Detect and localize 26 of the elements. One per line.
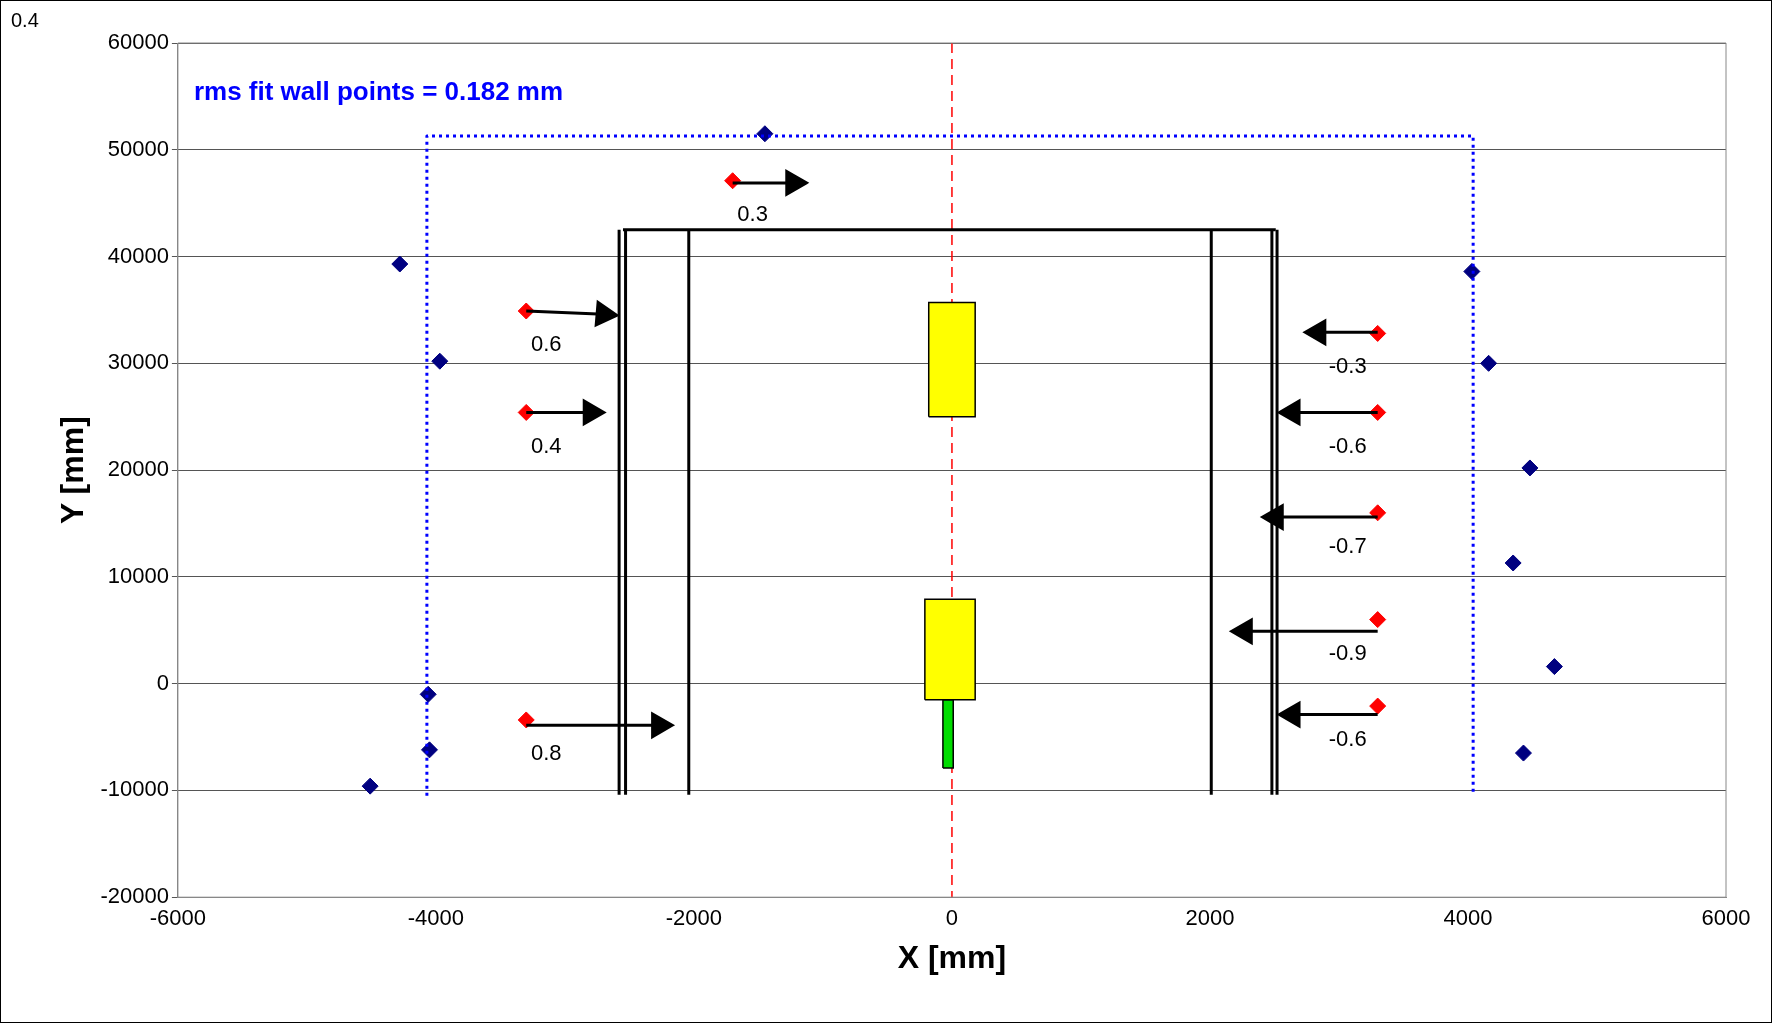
annotation: -0.9 bbox=[1328, 639, 1367, 665]
x-tick-label: -4000 bbox=[407, 905, 465, 931]
y-tick-label: -10000 bbox=[100, 776, 169, 802]
y-tick-label: 0 bbox=[156, 669, 169, 695]
x-tick-label: 4000 bbox=[1443, 905, 1493, 931]
x-tick-label: 2000 bbox=[1185, 905, 1235, 931]
y-tick-label: 60000 bbox=[107, 29, 169, 55]
annotation: -0.6 bbox=[1328, 726, 1367, 752]
y-tick-label: 10000 bbox=[107, 562, 169, 588]
annotation: 0.3 bbox=[737, 200, 768, 226]
annotation: 0.4 bbox=[530, 432, 562, 458]
annotation: 0.8 bbox=[530, 740, 562, 766]
y-axis-title: Y [mm] bbox=[54, 416, 91, 525]
x-tick-label: -2000 bbox=[665, 905, 723, 931]
y-tick-label: 40000 bbox=[107, 242, 169, 268]
x-tick-label: 6000 bbox=[1701, 905, 1751, 931]
annotation: -0.7 bbox=[1328, 532, 1367, 558]
x-tick-label: 0 bbox=[945, 905, 959, 931]
y-tick-label: 50000 bbox=[107, 135, 169, 161]
y-tick-label: 30000 bbox=[107, 349, 169, 375]
x-axis-title: X [mm] bbox=[897, 938, 1007, 975]
text: 0.4 bbox=[11, 9, 39, 32]
annotation: -0.6 bbox=[1328, 432, 1367, 458]
y-tick-label: 20000 bbox=[107, 456, 169, 482]
annotation: rms fit wall points = 0.182 mm bbox=[193, 76, 564, 107]
annotation: 0.6 bbox=[530, 331, 562, 357]
